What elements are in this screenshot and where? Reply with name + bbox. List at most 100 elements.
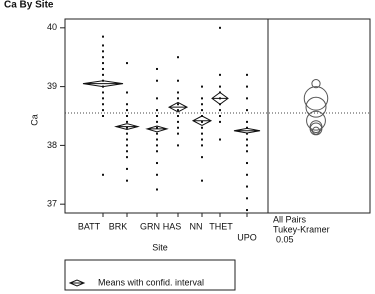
data-point xyxy=(126,103,128,106)
data-point xyxy=(126,150,128,153)
y-tick-label: 37 xyxy=(47,199,57,209)
comparison-label: Tukey-Kramer xyxy=(273,224,330,234)
data-point xyxy=(126,126,128,129)
data-point xyxy=(156,188,158,191)
data-point xyxy=(156,109,158,112)
legend-icon xyxy=(68,279,86,287)
data-point xyxy=(102,115,104,117)
data-point xyxy=(201,97,203,100)
y-tick-label: 39 xyxy=(47,81,57,91)
y-tick-label: 40 xyxy=(47,22,57,32)
data-point xyxy=(177,109,179,112)
data-point xyxy=(177,126,179,129)
data-point xyxy=(246,144,248,147)
comparison-circle xyxy=(309,122,323,136)
data-point xyxy=(102,103,104,106)
data-point xyxy=(246,120,248,123)
data-point xyxy=(246,73,248,76)
data-point xyxy=(102,91,104,94)
data-point xyxy=(126,91,128,94)
data-point xyxy=(156,97,158,100)
data-point xyxy=(246,185,248,188)
comparison-circle xyxy=(309,120,323,133)
data-point xyxy=(219,138,221,141)
data-point xyxy=(102,109,104,112)
x-tick-label: GRN xyxy=(140,221,160,231)
data-point xyxy=(126,144,128,147)
data-point xyxy=(201,138,203,141)
means-diamond xyxy=(233,127,261,134)
data-point xyxy=(102,50,104,53)
data-point xyxy=(177,79,179,82)
data-point xyxy=(201,126,203,129)
data-point xyxy=(102,62,104,65)
data-point xyxy=(102,67,104,70)
data-point xyxy=(177,120,179,123)
data-point xyxy=(156,150,158,153)
comparison-circle xyxy=(311,79,321,89)
data-point xyxy=(156,173,158,176)
x-tick-label: BRK xyxy=(109,221,128,231)
data-point xyxy=(156,162,158,165)
data-point xyxy=(201,103,203,106)
data-point xyxy=(126,179,128,182)
x-tick-label: UPO xyxy=(237,232,257,242)
means-diamond xyxy=(191,115,213,126)
data-point xyxy=(126,167,128,170)
data-point xyxy=(201,85,203,88)
data-point xyxy=(156,138,158,141)
comparison-circle xyxy=(311,126,321,135)
data-point xyxy=(246,162,248,165)
means-diamond xyxy=(82,80,124,88)
data-point xyxy=(219,109,221,112)
legend xyxy=(64,259,236,291)
means-diamond xyxy=(211,91,229,105)
data-point xyxy=(219,26,221,29)
data-point xyxy=(201,109,203,112)
y-tick-label: 38 xyxy=(47,140,57,150)
chart-title: Ca By Site xyxy=(4,0,54,11)
x-axis-label: Site xyxy=(152,242,168,252)
data-point xyxy=(246,173,248,176)
x-tick-label: NN xyxy=(190,221,203,231)
y-axis-label: Ca xyxy=(29,114,39,126)
data-point xyxy=(219,85,221,88)
x-tick-label: THET xyxy=(209,221,233,231)
comparison-circle xyxy=(305,96,327,118)
data-point xyxy=(177,91,179,94)
data-point xyxy=(246,150,248,153)
data-point xyxy=(177,56,179,59)
data-point xyxy=(246,109,248,112)
comparison-circle xyxy=(306,110,326,131)
data-point xyxy=(246,209,248,212)
data-point xyxy=(246,97,248,100)
comparison-label: All Pairs xyxy=(273,214,307,224)
data-point xyxy=(177,115,179,117)
data-point xyxy=(201,120,203,123)
data-point xyxy=(126,115,128,117)
data-point xyxy=(177,144,179,147)
data-point xyxy=(126,156,128,159)
data-point xyxy=(246,138,248,141)
data-point xyxy=(156,67,158,70)
data-point xyxy=(219,73,221,76)
comparison-circle xyxy=(303,86,329,111)
legend-label: Means with confid. interval xyxy=(98,277,204,287)
data-point xyxy=(102,35,104,38)
comparison-frame xyxy=(267,18,371,214)
data-point xyxy=(201,156,203,159)
means-diamond xyxy=(145,125,169,133)
data-point xyxy=(102,44,104,47)
data-point xyxy=(177,97,179,100)
data-point xyxy=(156,144,158,147)
data-point xyxy=(156,115,158,117)
data-point xyxy=(126,132,128,135)
means-diamond xyxy=(114,123,140,131)
data-point xyxy=(246,126,248,129)
data-point xyxy=(126,109,128,112)
data-point xyxy=(246,85,248,88)
data-point xyxy=(201,144,203,147)
alpha-label: 0.05 xyxy=(276,234,294,244)
plot-frame xyxy=(64,18,269,214)
